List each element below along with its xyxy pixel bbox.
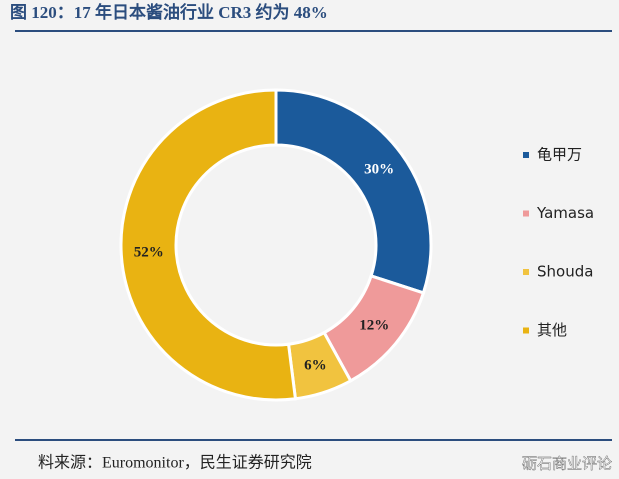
legend-label: Shouda bbox=[537, 263, 593, 281]
legend-label: 龟甲万 bbox=[537, 146, 582, 164]
data-label: 30% bbox=[364, 161, 394, 177]
source: 料来源：Euromonitor，民生证券研究院 bbox=[38, 454, 312, 472]
data-label: 52% bbox=[134, 244, 164, 260]
data-label: 12% bbox=[359, 318, 389, 334]
legend-swatch bbox=[523, 210, 529, 217]
watermark: 砺石商业评论 bbox=[522, 455, 612, 473]
donut-slice bbox=[274, 88, 433, 295]
legend-label: Yamasa bbox=[536, 204, 594, 222]
donut-slice bbox=[119, 88, 298, 402]
data-label: 6% bbox=[304, 358, 327, 374]
legend-swatch bbox=[523, 152, 529, 158]
legend-label: 其他 bbox=[537, 321, 567, 339]
chart-title: 图 120：17 年日本酱油行业 CR3 约为 48% bbox=[10, 2, 328, 22]
legend-swatch bbox=[523, 327, 529, 334]
legend-swatch bbox=[523, 269, 529, 275]
